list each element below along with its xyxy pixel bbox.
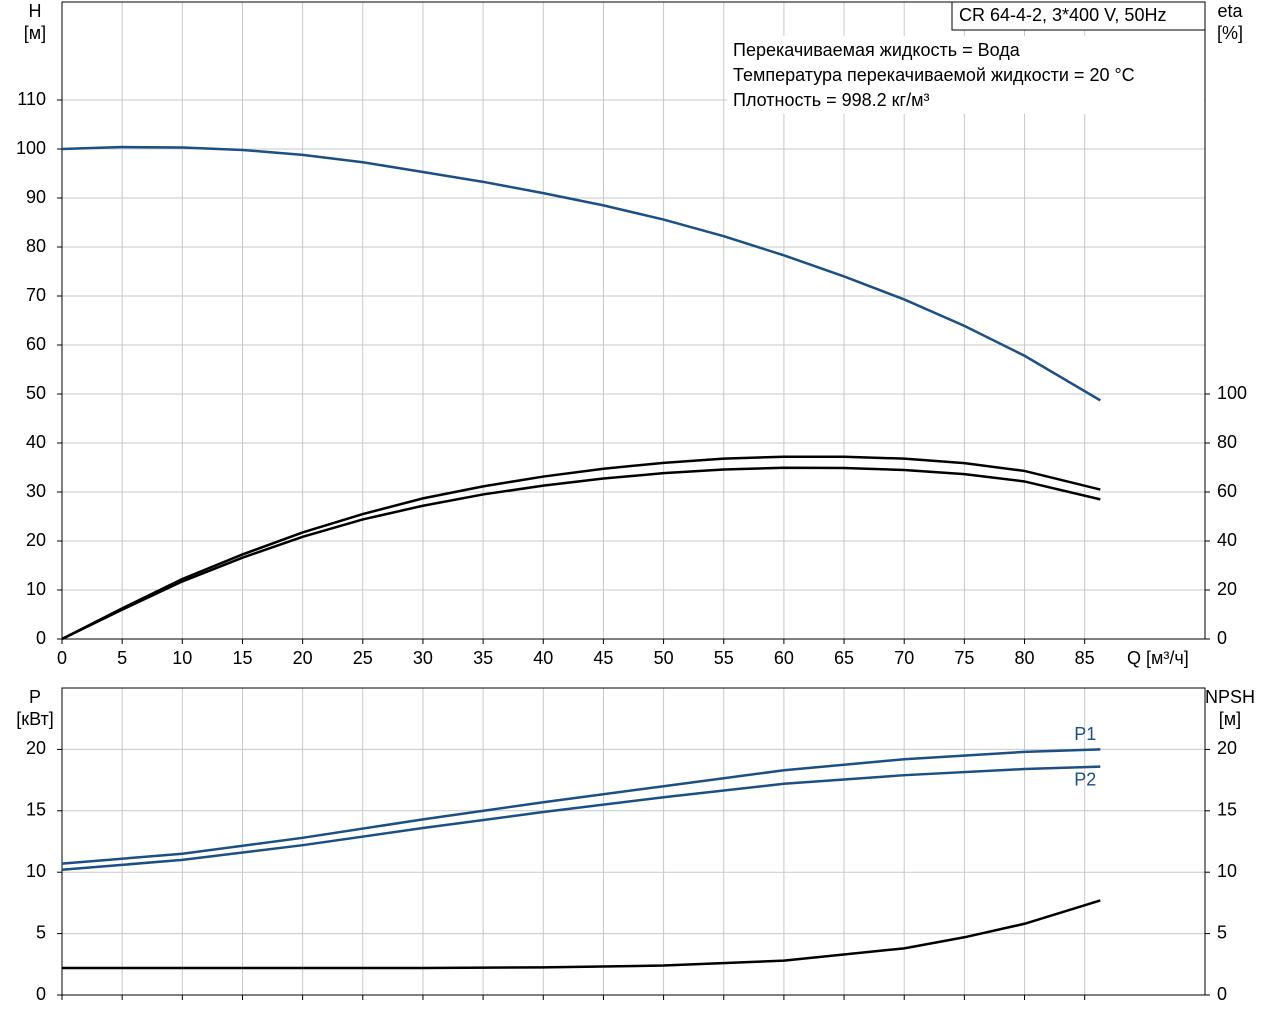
y-tick-label: 0 [36, 984, 46, 1004]
x-tick-label: 5 [117, 648, 127, 668]
curve [61, 145, 1101, 402]
y-tick-label: 110 [17, 89, 46, 109]
curve-label: P1 [1074, 724, 1096, 744]
y2-axis-label: [%] [1217, 23, 1243, 43]
y2-tick-label: 20 [1217, 579, 1237, 599]
x-tick-label: 75 [954, 648, 974, 668]
chart-title: CR 64-4-2, 3*400 V, 50Hz [959, 5, 1166, 25]
y2-tick-label: 10 [1217, 861, 1237, 881]
y-tick-label: 60 [26, 334, 46, 354]
y2-tick-label: 5 [1217, 922, 1227, 942]
y-axis-label: H [29, 1, 42, 21]
x-tick-label: 40 [533, 648, 553, 668]
y-tick-label: 100 [16, 138, 46, 158]
y-tick-label: 80 [26, 236, 46, 256]
curve [61, 748, 1101, 865]
x-tick-label: 85 [1075, 648, 1095, 668]
y-tick-label: 20 [26, 738, 46, 758]
x-tick-label: 25 [353, 648, 373, 668]
curve [61, 455, 1101, 641]
x-tick-label: 45 [593, 648, 613, 668]
x-tick-label: 80 [1015, 648, 1035, 668]
x-tick-label: 35 [473, 648, 493, 668]
y-axis-label: P [29, 687, 41, 707]
curve [61, 466, 1101, 641]
x-tick-label: 55 [714, 648, 734, 668]
x-tick-label: 50 [654, 648, 674, 668]
annotation-box [727, 36, 1204, 114]
curve [61, 765, 1101, 871]
x-tick-label: 70 [894, 648, 914, 668]
title-box [951, 1, 1206, 31]
y-axis-label: [м] [24, 23, 46, 43]
y2-tick-label: 0 [1217, 984, 1227, 1004]
annotation: Перекачиваемая жидкость = Вода [733, 40, 1021, 60]
y2-tick-label: 100 [1217, 383, 1247, 403]
y-tick-label: 40 [26, 432, 46, 452]
y2-axis-label: eta [1217, 1, 1243, 21]
x-tick-label: 10 [172, 648, 192, 668]
curve [62, 899, 1101, 970]
y2-tick-label: 20 [1217, 738, 1237, 758]
y-tick-label: 15 [26, 800, 46, 820]
y-tick-label: 5 [36, 922, 46, 942]
y-tick-label: 30 [26, 481, 46, 501]
y2-tick-label: 40 [1217, 530, 1237, 550]
y2-axis-label: [м] [1219, 709, 1241, 729]
y-tick-label: 50 [26, 383, 46, 403]
plot-frame [61, 1, 1206, 640]
curve-label: P2 [1074, 769, 1096, 789]
x-tick-label: 0 [57, 648, 67, 668]
annotation: Плотность = 998.2 кг/м³ [733, 90, 929, 110]
x-tick-label: 65 [834, 648, 854, 668]
y-tick-label: 0 [36, 628, 46, 648]
y2-axis-label: NPSH [1205, 687, 1255, 707]
y-tick-label: 70 [26, 285, 46, 305]
y-tick-label: 10 [26, 861, 46, 881]
x-tick-label: 15 [232, 648, 252, 668]
y-axis-label: [кВт] [16, 709, 54, 729]
x-tick-label: 30 [413, 648, 433, 668]
y2-tick-label: 60 [1217, 481, 1237, 501]
y-tick-label: 90 [26, 187, 46, 207]
y-tick-label: 20 [26, 530, 46, 550]
x-tick-label: 20 [293, 648, 313, 668]
x-axis-label: Q [м³/ч] [1127, 648, 1189, 668]
y2-tick-label: 15 [1217, 800, 1237, 820]
annotation: Температура перекачиваемой жидкости = 20… [733, 65, 1135, 85]
x-tick-label: 60 [774, 648, 794, 668]
y-tick-label: 10 [26, 579, 46, 599]
y2-tick-label: 0 [1217, 628, 1227, 648]
y2-tick-label: 80 [1217, 432, 1237, 452]
plot-frame [61, 687, 1206, 996]
